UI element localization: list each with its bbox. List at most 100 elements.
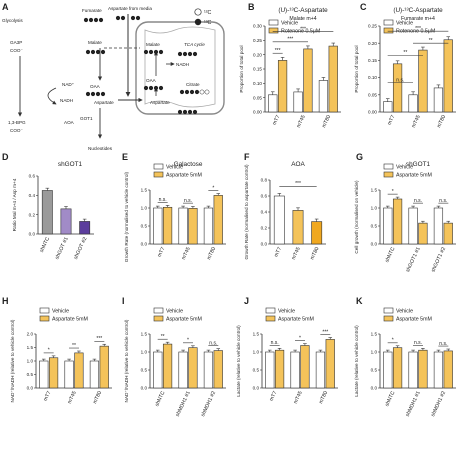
panel-i-bar (153, 351, 163, 389)
panel-d-bar (60, 208, 72, 235)
nad-cycle-arrow (47, 87, 57, 105)
panel-c-x-tick-label: mT45 (411, 114, 422, 129)
panel-e-bar (162, 206, 173, 245)
panel-c-legend-label: Vehicle (396, 21, 413, 27)
got1-label: GOT1 (80, 116, 93, 121)
c13-legend-dot (194, 18, 202, 26)
panel-d-bar (79, 221, 91, 235)
mitochondrion-inner-membrane (144, 26, 216, 108)
panel-g-x-tick-label: shGOT1 #1 (405, 246, 422, 273)
panel-c-bar (443, 39, 453, 113)
panel-c-bar (433, 87, 444, 113)
panel-k-chart: K 0.0 0.5 1.0 1.5 Lactate (relative to vehicl… (354, 296, 456, 418)
panel-label-f: F (244, 152, 250, 162)
c12-legend-label: ¹²C (204, 10, 212, 16)
panel-i-x-tick-label: shMDH1 #1 (175, 390, 192, 417)
panel-j-legend-label: Vehicle (278, 309, 295, 315)
malate-mito-label: Malate (146, 42, 160, 47)
panel-g-legend-label: Vehicle (396, 165, 413, 171)
oaa-left-label: OAA (90, 84, 101, 89)
panel-g-bar (443, 222, 453, 245)
panel-h-legend-swatch (39, 307, 50, 314)
panel-e-chart: E Galactose 0.0 0.5 1.0 1.5 Growth Rate (norma… (122, 152, 226, 262)
panel-k-bar (392, 347, 403, 389)
panel-i-y-tick-label: 0.0 (141, 386, 148, 391)
panel-h-legend-label: Aspartate 5mM (52, 317, 88, 323)
panel-j-bar (290, 351, 300, 389)
panel-k-y-tick-label: 1.0 (371, 350, 378, 355)
panel-h-bar (64, 360, 74, 389)
panel-f-y-tick-label: 0.0 (261, 242, 268, 247)
c-sig-label: ** (403, 50, 407, 56)
panel-h-bar (39, 360, 49, 389)
panel-c-legend-label: Rotenone 0.5μM (396, 29, 435, 35)
k-sig-label: * (392, 338, 394, 344)
panel-b-legend-label: Vehicle (281, 21, 298, 27)
panel-e-title: Galactose (174, 161, 203, 168)
panel-g-legend-swatch (383, 171, 394, 178)
panel-f-y-tick-label: 0.2 (261, 226, 268, 231)
panel-c-bar (418, 49, 428, 113)
panel-k-x-tick-label: shNTC (384, 390, 396, 407)
panel-label-d: D (2, 152, 9, 162)
panel-e-x-tick-label: mT80 (206, 246, 217, 261)
panel-g-x-tick-label: shGOT1 #2 (430, 246, 447, 273)
panel-d-y-axis-label: Ratio Mal m+4 / Asp m+4 (12, 178, 17, 231)
h-sig-label: ** (72, 343, 76, 349)
panel-j-bar (325, 339, 335, 389)
b-sig-label: *** (275, 48, 281, 54)
panel-e-x-tick-label: mT45 (181, 246, 192, 261)
panel-k-bar (433, 351, 444, 389)
panel-label-b: B (248, 2, 255, 12)
panel-c-y-tick-label: 0.10 (368, 75, 377, 80)
nadh-left-label: NADH (60, 98, 73, 103)
panel-j-x-tick-label: mT80 (318, 390, 329, 405)
panel-g-legend-swatch (383, 163, 394, 170)
panel-f-title: AOA (291, 161, 305, 168)
aspartate-media-label: Aspartate from media (108, 6, 152, 11)
panel-i-y-tick-label: 0.5 (141, 368, 148, 373)
panel-label-i: I (122, 296, 125, 306)
panel-h-legend-swatch (39, 315, 50, 322)
panel-b-chart: B (U)-¹³C-Aspartate Malate m+4 0.00 0.05 0.10… (239, 2, 341, 129)
carbon-dots (83, 15, 210, 115)
panel-j-x-tick-label: mT45 (293, 390, 304, 405)
panel-i-x-tick-label: shMDH1 #2 (200, 390, 217, 417)
panel-e-x-tick-label: mT7 (157, 246, 167, 258)
panel-f-chart: F AOA 0.0 0.2 0.4 0.6 0.8 Growth Rate (normalis… (244, 152, 326, 261)
panel-i-legend-swatch (153, 315, 164, 322)
panel-j-y-tick-label: 1.5 (253, 332, 260, 337)
panel-k-y-tick-label: 0.5 (371, 368, 378, 373)
panel-e-legend-swatch (153, 163, 164, 170)
panel-j-legend-swatch (265, 307, 276, 314)
panel-c-bar (383, 101, 393, 113)
tca-label: TCA cycle (184, 42, 205, 47)
panel-e-legend-label: Aspartate 5mM (166, 173, 202, 179)
panel-b-bar (328, 45, 338, 113)
panel-k-bar (418, 349, 428, 389)
panel-e-legend-swatch (153, 171, 164, 178)
panel-b-bar (303, 48, 313, 113)
panel-j-chart: J 0.0 0.5 1.0 1.5 Lactate (relative to vehicl… (236, 296, 338, 405)
panel-j-y-tick-label: 1.0 (253, 350, 260, 355)
panel-j-y-axis-label: Lactate (relative to vehicle control) (236, 325, 241, 397)
panel-g-bar (383, 207, 393, 245)
panel-i-bar (213, 350, 223, 389)
panel-j-legend-swatch (265, 315, 276, 322)
citrate-label: Citrate (186, 82, 200, 87)
panel-b-x-tick-label: mT80 (321, 114, 332, 129)
panel-i-bar (162, 343, 173, 389)
panel-g-bar (408, 207, 418, 245)
panel-g-y-tick-label: 0.5 (371, 224, 378, 229)
h-sig-label: *** (96, 336, 102, 342)
panel-d-x-tick-label: shGOT #1 (54, 236, 70, 260)
panel-k-bar (383, 351, 393, 389)
panel-h-bar (99, 345, 109, 389)
panel-b-y-axis-label: Proportion of total pool (239, 45, 244, 92)
panel-k-y-axis-label: Lactate (relative to vehicle control) (354, 325, 359, 397)
panel-d-y-tick-label: 0.2 (29, 212, 36, 217)
panel-e-y-tick-label: 0.5 (141, 224, 148, 229)
e-sig-label: n.s. (159, 197, 167, 203)
panel-j-bar (265, 351, 275, 389)
panel-h-bar (48, 357, 59, 389)
